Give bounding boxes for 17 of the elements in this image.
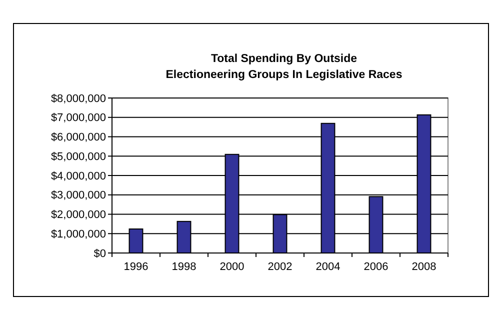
x-tick-label: 2006 — [364, 261, 388, 273]
x-tick-label: 2004 — [316, 261, 340, 273]
x-tick-label: 2000 — [220, 261, 244, 273]
x-tick-label: 2008 — [412, 261, 436, 273]
y-tick-label: $4,000,000 — [50, 170, 106, 182]
y-tick-label: $5,000,000 — [50, 150, 106, 163]
y-tick-label: $8,000,000 — [50, 92, 106, 105]
y-tick-label: $7,000,000 — [50, 112, 106, 124]
x-tick-label: 1996 — [124, 261, 148, 273]
x-tick-label: 1998 — [172, 261, 196, 273]
y-tick-label: $6,000,000 — [50, 132, 106, 144]
x-tick-label: 2002 — [268, 261, 292, 273]
y-tick-label: $3,000,000 — [50, 190, 106, 202]
y-tick-label: $0 — [94, 248, 106, 260]
chart-title: Total Spending By Outside Electioneering Groups In Legislative Races — [166, 53, 402, 81]
y-tick-label: $2,000,000 — [50, 209, 106, 222]
y-tick-label: $1,000,000 — [50, 228, 106, 240]
